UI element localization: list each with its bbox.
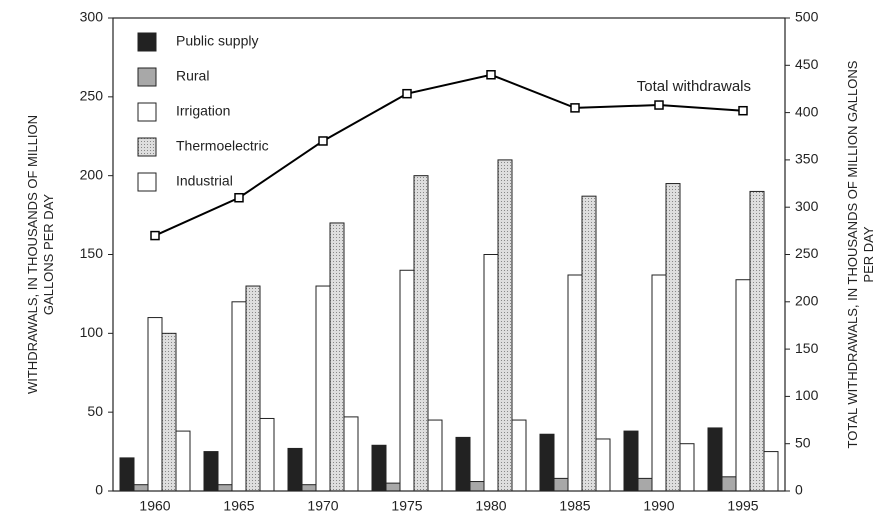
y2-tick-label: 50	[795, 434, 811, 450]
bar	[511, 419, 527, 492]
x-tick-label: 1965	[223, 498, 254, 514]
y2-tick-label: 250	[795, 245, 819, 261]
bar	[483, 254, 499, 492]
line-marker	[570, 103, 580, 113]
bar	[413, 175, 429, 492]
bar	[595, 438, 611, 492]
y-tick-label: 300	[80, 9, 104, 25]
y2-tick-label: 350	[795, 151, 819, 167]
bar	[679, 443, 695, 492]
x-tick-label: 1975	[391, 498, 422, 514]
x-tick-label: 1985	[559, 498, 590, 514]
y-tick-label: 250	[80, 88, 104, 104]
bar	[133, 484, 149, 492]
x-tick-label: 1960	[139, 498, 170, 514]
y2-tick-label: 0	[795, 482, 803, 498]
bar	[581, 195, 597, 492]
y-tick-label: 200	[80, 166, 104, 182]
bar	[721, 476, 737, 492]
bar	[455, 436, 471, 492]
bar	[623, 430, 639, 492]
bar	[301, 484, 317, 492]
bar	[763, 451, 779, 492]
bar	[259, 417, 275, 492]
bar	[385, 482, 401, 492]
total-line	[154, 73, 744, 237]
bar	[707, 427, 723, 492]
bar	[315, 285, 331, 492]
line-marker	[150, 230, 160, 241]
bar	[497, 159, 513, 492]
bar	[231, 301, 247, 492]
bar	[553, 477, 569, 492]
y2-tick-label: 150	[795, 340, 819, 356]
x-tick-label: 1980	[475, 498, 506, 514]
bar	[371, 444, 387, 492]
y2-axis-label: TOTAL WITHDRAWALS, IN THOUSANDS OF MILLI…	[845, 60, 876, 448]
legend-label: Irrigation	[176, 103, 230, 119]
y2-tick-label: 200	[795, 293, 819, 309]
bar	[735, 279, 751, 492]
y-tick-label: 0	[95, 482, 103, 498]
bar	[119, 457, 135, 492]
legend-swatch	[137, 32, 157, 52]
bar	[567, 274, 583, 492]
bar	[245, 285, 261, 492]
x-tick-label: 1970	[307, 498, 338, 514]
bar	[539, 433, 555, 492]
bar	[217, 484, 233, 492]
legend-label: Industrial	[176, 173, 233, 189]
line-marker	[738, 105, 748, 116]
y2-tick-label: 100	[795, 387, 819, 403]
line-marker	[234, 192, 244, 203]
y2-tick-label: 300	[795, 198, 819, 214]
legend-swatch	[137, 67, 157, 87]
bar	[399, 269, 415, 492]
bar	[287, 447, 303, 492]
y-tick-label: 50	[87, 403, 103, 419]
y-axis-label: WITHDRAWALS, IN THOUSANDS OF MILLIONGALL…	[25, 115, 56, 394]
bar	[469, 481, 485, 492]
bar	[147, 317, 163, 492]
line-marker	[402, 88, 412, 99]
y-tick-label: 150	[80, 245, 104, 261]
bar	[651, 274, 667, 492]
legend-label: Rural	[176, 68, 209, 84]
y2-tick-label: 450	[795, 56, 819, 72]
bar	[637, 477, 653, 492]
bar	[665, 183, 681, 492]
plot-frame	[112, 17, 786, 492]
legend-swatch	[137, 102, 157, 122]
bar	[427, 419, 443, 492]
y2-tick-label: 500	[795, 9, 819, 25]
bar	[203, 451, 219, 492]
line-marker	[486, 70, 496, 80]
y-tick-label: 100	[80, 324, 104, 340]
legend-label: Thermoelectric	[176, 138, 269, 154]
bar	[329, 222, 345, 492]
bar	[161, 332, 177, 492]
line-marker	[654, 100, 664, 110]
bar	[175, 430, 191, 492]
legend-label: Public supply	[176, 33, 259, 49]
line-marker	[318, 136, 328, 146]
x-tick-label: 1990	[643, 498, 674, 514]
legend-swatch	[137, 172, 157, 192]
bar	[343, 416, 359, 492]
bar	[749, 190, 765, 492]
y2-tick-label: 400	[795, 103, 819, 119]
legend-swatch	[137, 137, 157, 157]
line-label: Total withdrawals	[637, 78, 751, 95]
x-tick-label: 1995	[727, 498, 758, 514]
